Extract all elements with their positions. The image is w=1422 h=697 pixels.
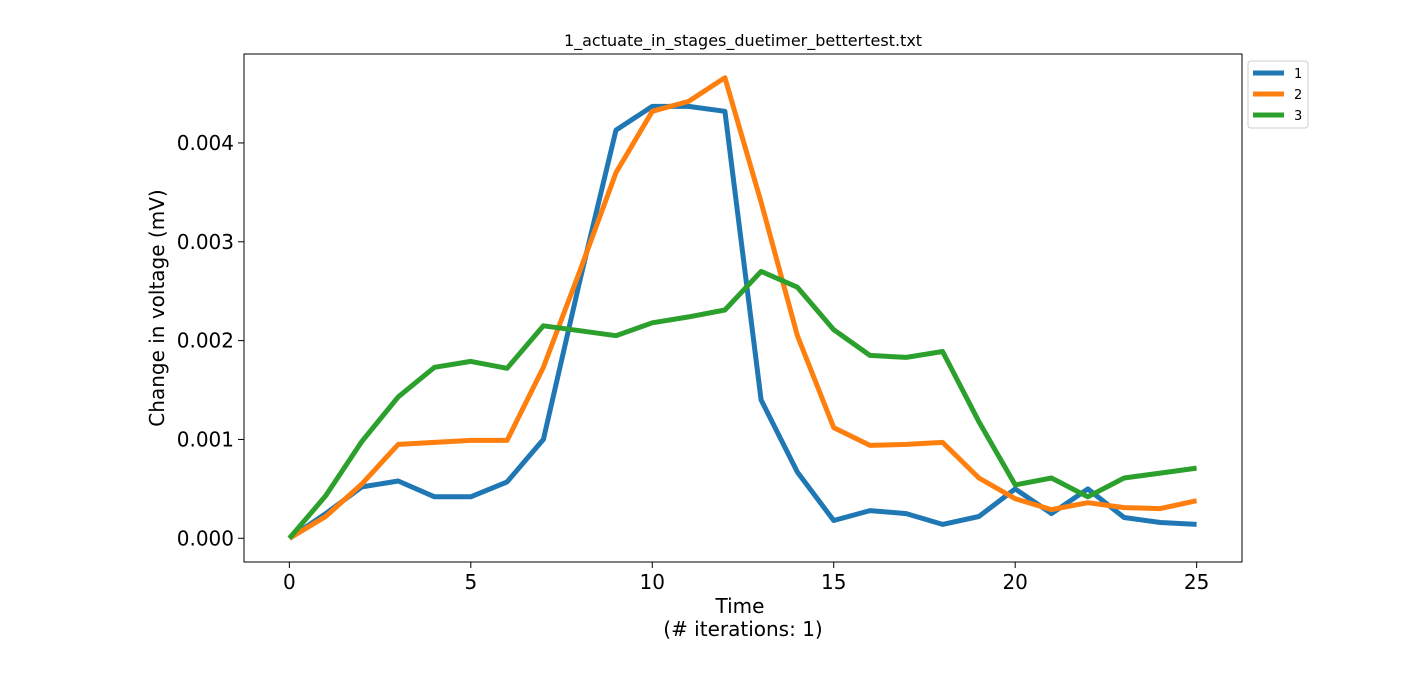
x-tick-label: 15 (821, 570, 846, 594)
legend: 1 2 3 (1247, 60, 1309, 129)
y-tick-label: 0.002 (177, 329, 234, 353)
x-tick-label: 10 (640, 570, 665, 594)
y-axis-label: Change in voltage (mV) (145, 189, 169, 426)
y-tick-label: 0.000 (177, 526, 234, 550)
y-tick-label: 0.004 (177, 131, 234, 155)
series-line-2 (288, 75, 1198, 541)
y-tick-label: 0.001 (177, 427, 234, 451)
x-axis-sublabel: (# iterations: 1) (663, 617, 822, 641)
x-axis-ticks: 0 5 10 15 20 25 (283, 562, 1209, 594)
legend-label-1: 1 (1294, 67, 1302, 82)
plot-area-frame (243, 53, 1243, 563)
legend-label-2: 2 (1294, 88, 1302, 103)
legend-label-3: 3 (1294, 109, 1302, 124)
series-line-1 (287, 103, 1197, 541)
series-lines (287, 75, 1198, 541)
chart-title: 1_actuate_in_stages_duetimer_bettertest.… (564, 31, 922, 51)
x-axis-label: Time (715, 594, 765, 618)
x-tick-label: 0 (283, 570, 296, 594)
x-tick-label: 25 (1184, 570, 1209, 594)
x-tick-label: 20 (1002, 570, 1027, 594)
y-axis-ticks: 0.000 0.001 0.002 0.003 0.004 (177, 131, 244, 550)
series-line-3 (287, 268, 1197, 540)
x-tick-label: 5 (464, 570, 477, 594)
y-tick-label: 0.003 (177, 230, 234, 254)
